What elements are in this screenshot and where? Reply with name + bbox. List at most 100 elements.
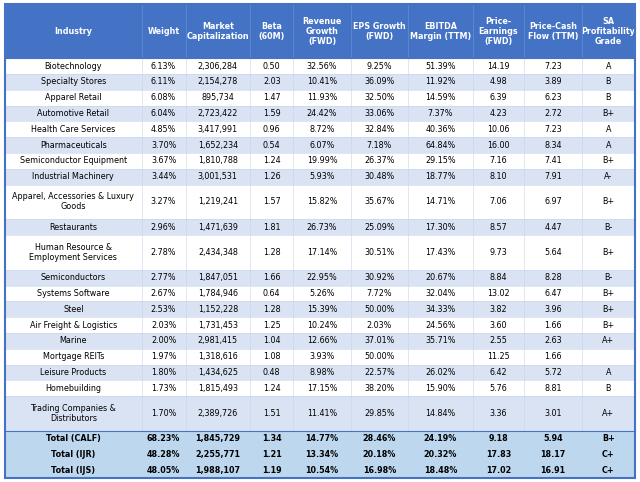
Text: 18.17: 18.17 bbox=[540, 450, 566, 459]
Bar bbox=[5, 286, 635, 301]
Bar bbox=[5, 235, 635, 270]
Text: 14.19: 14.19 bbox=[487, 62, 509, 71]
Text: 2,154,278: 2,154,278 bbox=[198, 78, 238, 86]
Text: 11.93%: 11.93% bbox=[307, 93, 337, 102]
Text: 18.77%: 18.77% bbox=[425, 172, 456, 181]
Text: 19.99%: 19.99% bbox=[307, 156, 337, 165]
Text: 5.72: 5.72 bbox=[544, 368, 562, 377]
Text: 9.73: 9.73 bbox=[490, 248, 508, 257]
Text: 68.23%: 68.23% bbox=[147, 434, 180, 443]
Text: 3.36: 3.36 bbox=[490, 409, 507, 418]
Text: Leisure Products: Leisure Products bbox=[40, 368, 106, 377]
Text: 1,152,228: 1,152,228 bbox=[198, 305, 238, 314]
Text: B+: B+ bbox=[602, 321, 614, 330]
Text: A-: A- bbox=[604, 172, 612, 181]
Text: 28.46%: 28.46% bbox=[363, 434, 396, 443]
Text: 8.57: 8.57 bbox=[490, 223, 508, 232]
Text: 6.42: 6.42 bbox=[490, 368, 508, 377]
Text: 26.02%: 26.02% bbox=[425, 368, 456, 377]
Text: B+: B+ bbox=[602, 434, 615, 443]
Text: 2.53%: 2.53% bbox=[151, 305, 177, 314]
Text: 17.30%: 17.30% bbox=[425, 223, 456, 232]
Text: 5.26%: 5.26% bbox=[309, 289, 335, 298]
Text: EBITDA
Margin (TTM): EBITDA Margin (TTM) bbox=[410, 22, 471, 40]
Bar bbox=[5, 317, 635, 333]
Text: 1.97%: 1.97% bbox=[151, 352, 177, 361]
Text: 14.84%: 14.84% bbox=[425, 409, 456, 418]
Text: 1,219,241: 1,219,241 bbox=[198, 198, 238, 206]
Text: 1,845,729: 1,845,729 bbox=[195, 434, 241, 443]
Text: 18.48%: 18.48% bbox=[424, 466, 457, 475]
Bar bbox=[5, 270, 635, 286]
Text: 14.59%: 14.59% bbox=[425, 93, 456, 102]
Text: 3,417,991: 3,417,991 bbox=[198, 125, 238, 134]
Text: C+: C+ bbox=[602, 466, 614, 475]
Text: 5.76: 5.76 bbox=[490, 384, 508, 393]
Text: 11.92%: 11.92% bbox=[425, 78, 456, 86]
Text: 10.24%: 10.24% bbox=[307, 321, 337, 330]
Text: 50.00%: 50.00% bbox=[364, 305, 395, 314]
Text: Air Freight & Logistics: Air Freight & Logistics bbox=[29, 321, 117, 330]
Text: Specialty Stores: Specialty Stores bbox=[41, 78, 106, 86]
Bar bbox=[5, 348, 635, 364]
Text: 7.72%: 7.72% bbox=[367, 289, 392, 298]
Bar bbox=[5, 219, 635, 235]
Text: 1,731,453: 1,731,453 bbox=[198, 321, 238, 330]
Text: 6.07%: 6.07% bbox=[309, 141, 335, 149]
Text: 1.21: 1.21 bbox=[262, 450, 282, 459]
Text: 6.08%: 6.08% bbox=[151, 93, 176, 102]
Text: 2,434,348: 2,434,348 bbox=[198, 248, 238, 257]
Text: 16.98%: 16.98% bbox=[363, 466, 396, 475]
Text: 1.80%: 1.80% bbox=[151, 368, 176, 377]
Text: Apparel Retail: Apparel Retail bbox=[45, 93, 102, 102]
Text: Weight: Weight bbox=[148, 27, 180, 36]
Text: 37.01%: 37.01% bbox=[364, 336, 395, 345]
Text: 9.18: 9.18 bbox=[488, 434, 508, 443]
Text: 2.67%: 2.67% bbox=[151, 289, 177, 298]
Text: 3.70%: 3.70% bbox=[151, 141, 176, 149]
Text: 0.50: 0.50 bbox=[263, 62, 280, 71]
Text: 50.00%: 50.00% bbox=[364, 352, 395, 361]
Text: 30.48%: 30.48% bbox=[364, 172, 395, 181]
Bar bbox=[5, 4, 635, 58]
Text: 10.54%: 10.54% bbox=[305, 466, 339, 475]
Text: 1,988,107: 1,988,107 bbox=[195, 466, 241, 475]
Text: 15.82%: 15.82% bbox=[307, 198, 337, 206]
Bar bbox=[5, 153, 635, 169]
Text: 2,981,415: 2,981,415 bbox=[198, 336, 238, 345]
Bar bbox=[5, 169, 635, 185]
Text: 36.09%: 36.09% bbox=[364, 78, 395, 86]
Text: B+: B+ bbox=[602, 305, 614, 314]
Text: Automotive Retail: Automotive Retail bbox=[37, 109, 109, 118]
Text: A+: A+ bbox=[602, 336, 614, 345]
Text: 4.85%: 4.85% bbox=[151, 125, 176, 134]
Text: B-: B- bbox=[604, 273, 612, 282]
Text: 33.06%: 33.06% bbox=[364, 109, 395, 118]
Text: 22.95%: 22.95% bbox=[307, 273, 337, 282]
Text: Semiconductor Equipment: Semiconductor Equipment bbox=[20, 156, 127, 165]
Text: 1.81: 1.81 bbox=[263, 223, 280, 232]
Text: 1.70%: 1.70% bbox=[151, 409, 176, 418]
Text: Mortgage REITs: Mortgage REITs bbox=[43, 352, 104, 361]
Text: 2,723,422: 2,723,422 bbox=[198, 109, 238, 118]
Text: 14.77%: 14.77% bbox=[305, 434, 339, 443]
Text: 5.94: 5.94 bbox=[543, 434, 563, 443]
Text: 10.06: 10.06 bbox=[487, 125, 509, 134]
Text: 6.39: 6.39 bbox=[490, 93, 508, 102]
Text: 3.44%: 3.44% bbox=[151, 172, 176, 181]
Text: 8.81: 8.81 bbox=[544, 384, 562, 393]
Text: 20.32%: 20.32% bbox=[424, 450, 457, 459]
Text: 32.84%: 32.84% bbox=[364, 125, 395, 134]
Text: Price-
Earnings
(FWD): Price- Earnings (FWD) bbox=[479, 16, 518, 46]
Text: 1,434,625: 1,434,625 bbox=[198, 368, 238, 377]
Text: 7.41: 7.41 bbox=[544, 156, 562, 165]
Text: 6.11%: 6.11% bbox=[151, 78, 176, 86]
Text: 2.78%: 2.78% bbox=[151, 248, 177, 257]
Text: A: A bbox=[605, 368, 611, 377]
Text: 7.18%: 7.18% bbox=[367, 141, 392, 149]
Text: 17.15%: 17.15% bbox=[307, 384, 337, 393]
Text: 32.04%: 32.04% bbox=[425, 289, 456, 298]
Text: 0.54: 0.54 bbox=[263, 141, 280, 149]
Text: 1,318,616: 1,318,616 bbox=[198, 352, 237, 361]
Text: 1.25: 1.25 bbox=[263, 321, 280, 330]
